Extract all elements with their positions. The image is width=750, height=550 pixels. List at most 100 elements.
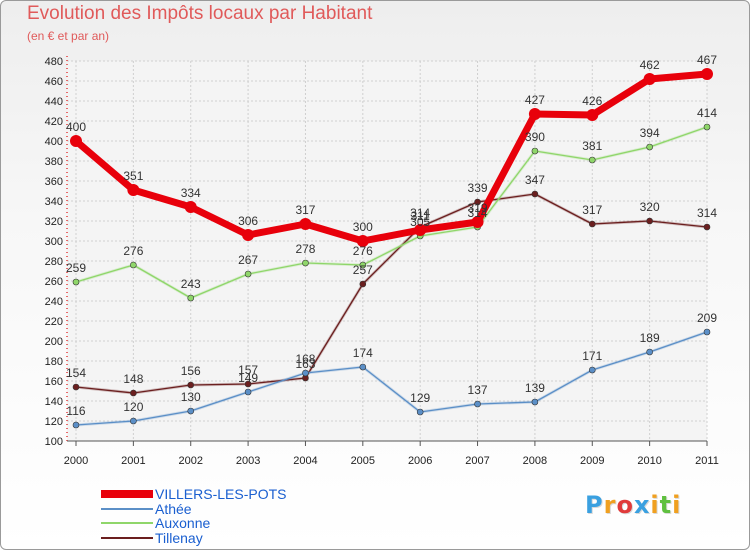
data-point [646, 217, 653, 225]
legend-item: Tillenay [101, 531, 287, 546]
y-tick-label: 160 [45, 376, 63, 388]
data-point [588, 156, 596, 164]
logo-letter: x [633, 491, 651, 519]
x-tick-label: 2003 [236, 455, 260, 467]
data-point [184, 201, 197, 213]
proxiti-logo: Proxiti [585, 491, 681, 519]
y-tick-label: 360 [45, 176, 63, 188]
data-point [531, 398, 539, 406]
data-point [299, 218, 312, 230]
data-point [416, 408, 424, 416]
logo-letter: r [603, 491, 617, 519]
data-label: 168 [295, 352, 315, 366]
y-tick-label: 400 [45, 136, 63, 148]
logo-letter: o [616, 491, 634, 519]
data-label: 320 [640, 200, 660, 214]
legend-label: Auxonne [155, 515, 211, 532]
x-tick-label: 2001 [121, 455, 145, 467]
data-label: 467 [697, 53, 717, 67]
chart-title: Evolution des Impôts locaux par Habitant [27, 3, 373, 24]
data-labels: 154 148 156 157 163 257 314 339 347 317 320 314 259 2… [66, 53, 717, 418]
series-line-ath-e [75, 331, 708, 426]
data-label: 334 [181, 186, 201, 200]
logo-letter: P [585, 491, 604, 519]
data-point [130, 389, 137, 397]
x-tick-label: 2010 [637, 455, 661, 467]
data-point [187, 407, 195, 415]
data-label: 243 [181, 277, 201, 291]
data-point [130, 417, 137, 425]
data-label: 462 [640, 58, 660, 72]
x-tick-label: 2004 [293, 455, 317, 467]
data-point [646, 348, 653, 356]
y-tick-label: 320 [45, 216, 63, 228]
legend-label: Athée [155, 500, 192, 517]
data-label: 189 [640, 331, 660, 345]
y-tick-label: 420 [45, 116, 63, 128]
data-label: 163 [295, 357, 315, 371]
x-tick-label: 2009 [580, 455, 604, 467]
data-label: 305 [410, 215, 430, 229]
data-point [646, 143, 653, 151]
data-label: 259 [66, 261, 86, 275]
data-label: 347 [525, 173, 545, 187]
data-label: 317 [295, 203, 315, 217]
legend-label: Tillenay [155, 529, 203, 546]
data-label: 351 [123, 169, 143, 183]
data-label: 426 [582, 94, 602, 108]
data-point [359, 261, 367, 269]
data-point [187, 381, 195, 389]
x-tick-label: 2006 [408, 455, 432, 467]
y-tick-label: 240 [45, 296, 63, 308]
legend: VILLERS-LES-POTS Athée Auxonne Tillenay [101, 487, 287, 545]
data-label: 314 [468, 206, 488, 220]
y-tick-label: 100 [45, 436, 63, 448]
data-label: 257 [353, 263, 373, 277]
data-label: 139 [525, 381, 545, 395]
data-point [586, 109, 599, 121]
data-label: 276 [353, 244, 373, 258]
data-label: 148 [123, 372, 143, 386]
chart-subtitle: (en € et par an) [27, 29, 110, 43]
data-point [703, 123, 711, 131]
data-point [531, 190, 539, 198]
y-tick-label: 200 [45, 336, 63, 348]
y-tick-label: 260 [45, 276, 63, 288]
data-point [588, 366, 596, 374]
data-label: 276 [123, 244, 143, 258]
data-point [302, 369, 309, 377]
axes: 100 120 140 160 180 200 220 240 260 280 300 320 340 3… [45, 56, 719, 467]
data-point [70, 135, 82, 147]
legend-swatch [101, 536, 153, 539]
data-label: 390 [525, 130, 545, 144]
x-tick-label: 2011 [695, 455, 719, 467]
data-label: 317 [582, 203, 602, 217]
data-label: 156 [181, 364, 201, 378]
data-label: 174 [353, 346, 373, 360]
data-point [703, 223, 711, 231]
data-point [414, 224, 427, 236]
legend-swatch [101, 490, 153, 499]
plot-area [67, 61, 707, 441]
series-line-tillenay [75, 193, 708, 394]
data-label: 137 [468, 383, 488, 397]
data-point [359, 363, 367, 371]
data-point [244, 388, 252, 396]
data-label: 311 [411, 209, 430, 223]
grid [67, 60, 708, 442]
legend-item: Athée [101, 502, 287, 517]
logo-letter: t [659, 491, 673, 519]
data-label: 339 [468, 181, 488, 195]
data-label: 414 [697, 106, 717, 120]
data-point [359, 280, 367, 288]
data-label: 381 [582, 139, 602, 153]
y-tick-label: 220 [45, 316, 63, 328]
data-label: 267 [238, 253, 258, 267]
x-tick-label: 2007 [465, 455, 489, 467]
logo-letter: i [672, 491, 682, 519]
data-label: 306 [238, 214, 258, 228]
data-label: 120 [123, 400, 143, 414]
data-point [701, 68, 713, 80]
